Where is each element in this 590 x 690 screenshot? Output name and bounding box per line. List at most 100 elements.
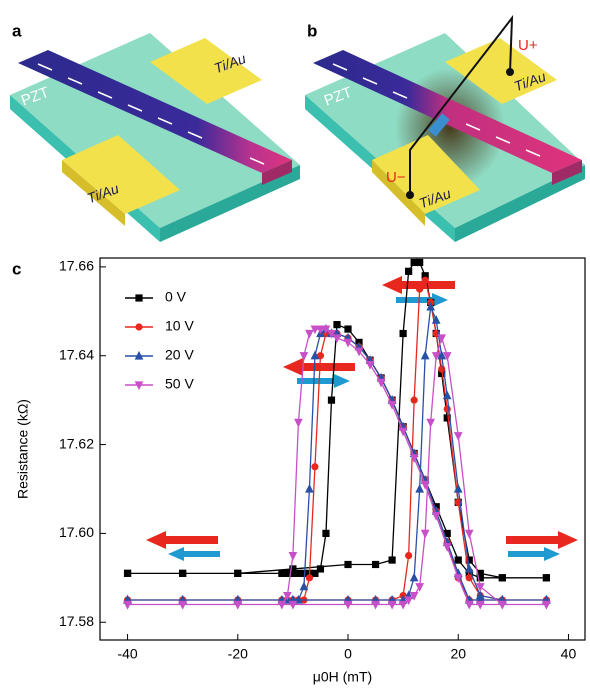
data-point <box>464 529 474 539</box>
data-point <box>404 596 413 606</box>
data-point <box>431 352 441 361</box>
data-point <box>426 418 436 428</box>
x-tick-label: 40 <box>561 646 577 662</box>
data-point <box>542 574 551 582</box>
data-point <box>475 600 485 610</box>
arrow <box>506 531 578 549</box>
data-point <box>305 574 314 582</box>
y-tick-label: 17.62 <box>59 435 94 451</box>
data-point <box>442 543 452 552</box>
schematic-a: a PZT Ti/Au Ti/Au <box>10 21 300 242</box>
data-point <box>322 529 330 537</box>
data-point <box>233 600 243 610</box>
x-tick-label: 0 <box>344 646 352 662</box>
arrow <box>297 374 350 388</box>
data-point <box>278 569 286 577</box>
x-tick-label: -40 <box>117 646 137 662</box>
data-point <box>299 352 309 361</box>
domain-arrows <box>332 63 541 157</box>
data-point <box>410 396 418 404</box>
legend-label: 0 V <box>165 289 187 305</box>
data-point <box>453 574 463 583</box>
data-point <box>294 418 303 428</box>
data-point <box>343 600 353 610</box>
data-point <box>365 361 375 370</box>
electrode <box>445 38 557 104</box>
data-point <box>123 600 132 610</box>
data-point <box>453 432 463 441</box>
data-point <box>343 338 353 348</box>
data-point <box>388 556 396 564</box>
data-point <box>327 396 336 404</box>
data-point <box>321 325 331 335</box>
data-point <box>371 600 380 610</box>
y-tick-label: 17.66 <box>59 258 94 274</box>
data-point <box>234 569 242 577</box>
x-tick-label: 20 <box>450 646 466 662</box>
arrow <box>283 358 355 376</box>
data-point <box>310 325 320 335</box>
x-axis-label: μ0H (mT) <box>313 669 372 685</box>
data-point <box>288 552 298 561</box>
arrow <box>508 547 560 561</box>
stripe <box>313 50 582 173</box>
data-point <box>376 378 386 388</box>
legend-marker <box>134 381 144 391</box>
electrode-side <box>62 160 125 226</box>
electrode <box>62 135 180 214</box>
data-point <box>316 325 325 335</box>
legend-marker <box>135 294 143 302</box>
data-point <box>398 600 408 610</box>
electrode <box>150 38 262 104</box>
data-point <box>405 552 413 560</box>
data-point <box>542 600 551 610</box>
data-point <box>123 569 132 577</box>
data-point <box>305 329 314 339</box>
stripe <box>18 50 292 173</box>
wires <box>409 14 514 195</box>
data-point <box>283 591 292 601</box>
data-point <box>426 301 436 311</box>
contact <box>506 68 514 76</box>
schematic-b: b PZT Ti/Au Ti/Au U+ U− <box>305 14 585 242</box>
legend-label: 50 V <box>165 376 194 392</box>
series <box>123 258 551 582</box>
data-point <box>415 483 425 493</box>
data-point <box>333 321 341 329</box>
arrow <box>146 531 218 549</box>
data-point <box>332 334 342 344</box>
voltage-label: U+ <box>518 37 538 54</box>
data-point <box>399 329 407 338</box>
stripe-side <box>552 160 582 185</box>
data-point <box>179 569 187 577</box>
y-tick-label: 17.64 <box>59 346 94 362</box>
stripe-side <box>262 160 292 185</box>
legend-marker <box>134 350 144 360</box>
data-point <box>442 390 452 400</box>
data-point <box>498 574 506 582</box>
data-point <box>299 581 309 591</box>
data-point <box>405 267 413 275</box>
data-point <box>497 600 507 610</box>
data-point <box>354 347 364 357</box>
data-point <box>288 600 298 610</box>
series <box>123 325 551 610</box>
data-point <box>409 591 419 601</box>
data-point <box>421 276 429 284</box>
panel-label: b <box>307 21 317 40</box>
data-point <box>277 600 287 610</box>
data-point <box>344 560 352 569</box>
data-point <box>305 483 314 493</box>
x-tick-label: -20 <box>228 646 248 662</box>
legend-label: 20 V <box>165 347 194 363</box>
legend-marker <box>135 323 143 331</box>
data-point <box>431 315 441 324</box>
data-point <box>387 400 397 410</box>
data-point <box>415 583 425 592</box>
y-tick-label: 17.58 <box>59 613 94 629</box>
data-point <box>420 480 430 490</box>
data-point <box>476 574 484 582</box>
contact <box>406 191 414 199</box>
